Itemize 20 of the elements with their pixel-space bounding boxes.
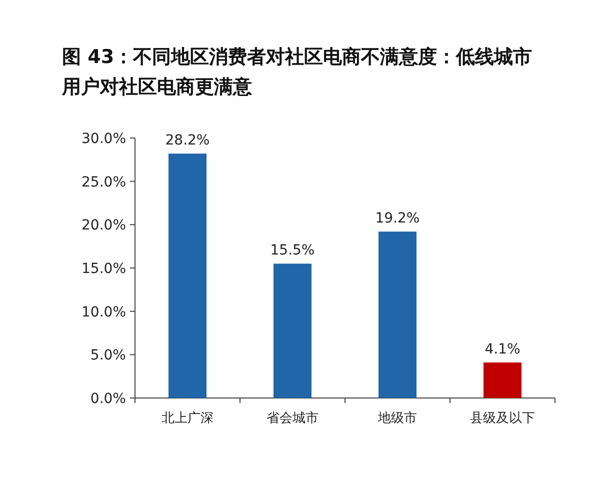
data-label: 28.2% xyxy=(165,132,210,149)
chart-title: 图 43：不同地区消费者对社区电商不满意度：低线城市用户对社区电商更满意 xyxy=(62,45,534,100)
y-tick-label: 0.0% xyxy=(90,391,126,407)
x-tick-label: 县级及以下 xyxy=(470,411,535,426)
x-tick-label: 地级市 xyxy=(377,411,417,426)
bar xyxy=(484,362,522,398)
data-label: 19.2% xyxy=(375,210,420,227)
data-label: 15.5% xyxy=(270,242,315,259)
data-label: 4.1% xyxy=(484,341,520,358)
bar xyxy=(378,232,416,398)
y-tick-label: 10.0% xyxy=(82,304,126,320)
y-tick-label: 15.0% xyxy=(82,261,126,277)
bar xyxy=(168,154,206,398)
x-tick-label: 省会城市 xyxy=(266,411,318,426)
x-tick-label: 北上广深 xyxy=(162,411,214,426)
y-tick-label: 5.0% xyxy=(90,348,126,364)
y-tick-label: 30.0% xyxy=(82,131,126,147)
y-tick-label: 25.0% xyxy=(82,174,126,190)
bar xyxy=(274,264,312,398)
y-tick-label: 20.0% xyxy=(82,218,126,234)
